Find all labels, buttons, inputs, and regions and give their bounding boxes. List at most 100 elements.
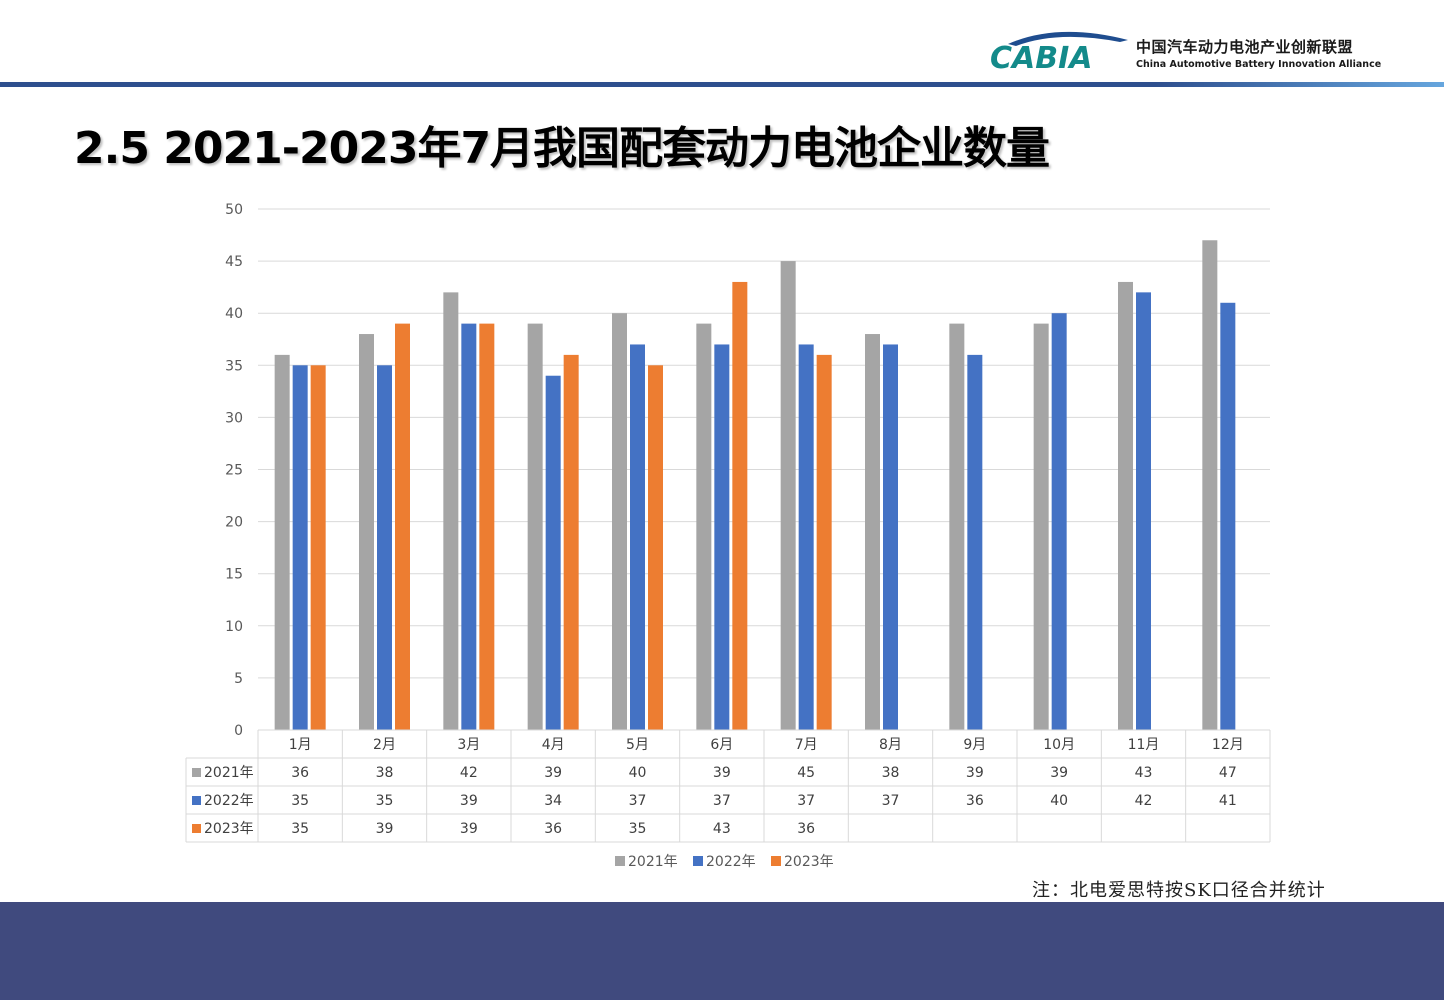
bar <box>732 281 748 730</box>
table-series-label: 2022年 <box>204 793 254 809</box>
y-tick-label: 45 <box>225 254 243 270</box>
bar <box>545 375 561 730</box>
y-tick-label: 0 <box>234 723 243 739</box>
bar <box>377 365 392 730</box>
org-name-cn: 中国汽车动力电池产业创新联盟 <box>1136 38 1354 56</box>
cabia-logo: CABIA 中国汽车动力电池产业创新联盟 China Automotive Ba… <box>988 24 1408 76</box>
category-label: 2月 <box>373 737 396 753</box>
data-label: 37 <box>713 793 731 809</box>
data-label: 37 <box>882 793 900 809</box>
category-label: 8月 <box>879 737 902 753</box>
legend-swatch <box>771 856 781 866</box>
table-series-label: 2023年 <box>204 821 254 837</box>
bar <box>1051 313 1067 730</box>
bar <box>949 323 965 730</box>
data-label: 39 <box>376 821 394 837</box>
table-series-label: 2021年 <box>204 765 254 781</box>
data-label: 43 <box>713 821 731 837</box>
bar <box>865 334 880 730</box>
data-label: 36 <box>797 821 815 837</box>
data-label: 36 <box>291 765 309 781</box>
footnote: 注：北电爱思特按SK口径合并统计 <box>1032 880 1326 901</box>
legend-label: 2022年 <box>706 854 756 870</box>
category-label: 4月 <box>542 737 565 753</box>
data-label: 43 <box>1135 765 1153 781</box>
category-label: 11月 <box>1128 737 1160 753</box>
category-label: 10月 <box>1043 737 1075 753</box>
data-label: 42 <box>460 765 478 781</box>
data-label: 35 <box>629 821 647 837</box>
bars <box>274 240 1236 730</box>
y-tick-label: 5 <box>234 671 243 687</box>
table-series-key <box>192 768 201 777</box>
y-tick-label: 25 <box>225 463 243 479</box>
data-label: 39 <box>460 821 478 837</box>
data-label: 35 <box>376 793 394 809</box>
bar <box>1202 240 1218 730</box>
category-label: 9月 <box>963 737 986 753</box>
category-label: 7月 <box>795 737 818 753</box>
category-label: 1月 <box>289 737 312 753</box>
bar <box>563 354 579 730</box>
table-series-key <box>192 824 201 833</box>
bar <box>310 365 326 730</box>
bar <box>612 313 627 730</box>
bar <box>1220 302 1236 730</box>
y-tick-label: 30 <box>225 410 243 426</box>
bar <box>395 323 410 730</box>
bar <box>461 323 477 730</box>
data-label: 41 <box>1219 793 1237 809</box>
data-label: 36 <box>966 793 984 809</box>
y-axis-ticks: 0 5 10 15 20 25 30 35 40 45 50 <box>225 202 243 739</box>
bar <box>1033 323 1049 730</box>
legend-swatch <box>693 856 703 866</box>
bar <box>1136 292 1151 730</box>
bar <box>1118 281 1133 730</box>
data-label: 42 <box>1135 793 1153 809</box>
logo-wordmark: CABIA <box>990 41 1092 74</box>
y-tick-label: 15 <box>225 567 243 583</box>
bar <box>443 292 459 730</box>
data-label: 39 <box>713 765 731 781</box>
legend-label: 2021年 <box>628 854 678 870</box>
bar <box>292 365 308 730</box>
data-label: 34 <box>544 793 562 809</box>
y-tick-label: 20 <box>225 515 243 531</box>
category-label: 6月 <box>710 737 733 753</box>
cabia-logo-mark: CABIA <box>990 31 1128 76</box>
bar <box>883 344 898 730</box>
legend: 2021年 2022年 2023年 <box>615 854 834 870</box>
grid-lines <box>258 208 1270 731</box>
data-label: 36 <box>544 821 562 837</box>
data-label: 40 <box>1050 793 1068 809</box>
data-label: 40 <box>629 765 647 781</box>
legend-label: 2023年 <box>784 854 834 870</box>
y-tick-label: 50 <box>225 202 243 218</box>
data-label: 39 <box>966 765 984 781</box>
data-table: 1月 2月 3月 4月 5月 6月 7月 8月 9月 10月 11月 12月 2021年 36 38 42 39… <box>185 729 1271 843</box>
bar <box>274 354 290 730</box>
data-label: 39 <box>460 793 478 809</box>
category-label: 5月 <box>626 737 649 753</box>
bar <box>696 323 712 730</box>
y-tick-label: 10 <box>225 619 243 635</box>
table-series-key <box>192 796 201 805</box>
data-label: 38 <box>376 765 394 781</box>
bar <box>648 365 663 730</box>
bar <box>630 344 645 730</box>
data-label: 38 <box>882 765 900 781</box>
data-label: 47 <box>1219 765 1237 781</box>
bar <box>479 323 495 730</box>
legend-swatch <box>615 856 625 866</box>
page-title: 2.5 2021-2023年7月我国配套动力电池企业数量 <box>74 123 1050 174</box>
bar <box>816 354 832 730</box>
y-tick-label: 35 <box>225 358 243 374</box>
bar <box>359 334 374 730</box>
bar <box>714 344 730 730</box>
bar <box>527 323 543 730</box>
bar <box>798 344 814 730</box>
data-label: 37 <box>797 793 815 809</box>
category-label: 3月 <box>457 737 480 753</box>
data-label: 39 <box>1050 765 1068 781</box>
org-name-en: China Automotive Battery Innovation Alli… <box>1136 59 1382 70</box>
